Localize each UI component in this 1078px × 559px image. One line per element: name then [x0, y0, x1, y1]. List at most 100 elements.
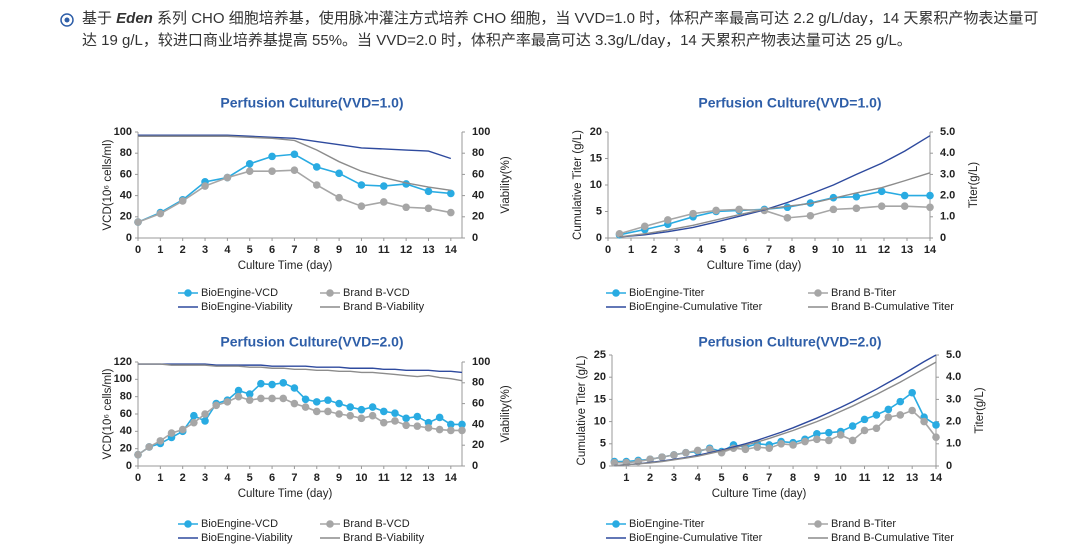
data-point [245, 167, 254, 176]
x-tick-label: 10 [355, 244, 367, 256]
legend-label: BioEngine-Titer [629, 518, 705, 530]
chart-title: Perfusion Culture(VVD=1.0) [220, 95, 403, 111]
y-tick-label: 0 [600, 460, 606, 472]
data-point [689, 209, 697, 218]
data-point [335, 193, 343, 202]
y2-tick-label: 20 [472, 439, 484, 451]
data-point [257, 379, 265, 388]
data-point [290, 399, 299, 408]
legend-label: Brand B-Titer [831, 287, 896, 299]
y2-tick-label: 2.0 [946, 416, 961, 428]
data-point [268, 167, 276, 176]
x-tick-label: 14 [924, 244, 937, 256]
y2-tick-label: 0 [472, 232, 478, 244]
x-tick-label: 8 [790, 472, 796, 484]
data-point [379, 418, 388, 427]
x-tick-label: 3 [671, 472, 677, 484]
data-point [884, 413, 893, 421]
x-tick-label: 12 [878, 244, 890, 256]
x-tick-label: 13 [422, 244, 434, 256]
series-line [138, 363, 463, 374]
data-point [896, 397, 905, 406]
y-tick-label: 0 [596, 232, 602, 244]
data-point [379, 198, 388, 206]
data-point [368, 403, 377, 411]
data-point [279, 394, 288, 403]
y-axis-label: VCD(10⁶ cells/ml) [102, 368, 114, 459]
data-point [877, 202, 886, 210]
y2-tick-label: 0 [472, 460, 478, 472]
data-point [926, 191, 934, 200]
legend-label: Brand B-VCD [343, 287, 410, 299]
data-point [223, 173, 232, 182]
data-point [765, 444, 774, 453]
data-point [848, 422, 857, 430]
x-tick-label: 1 [157, 244, 163, 256]
series-line [138, 134, 452, 160]
y-tick-label: 40 [120, 190, 132, 202]
x-tick-label: 0 [135, 244, 141, 256]
legend-label: BioEngine-VCD [201, 518, 278, 530]
y-tick-label: 120 [114, 356, 132, 368]
series-line [619, 172, 931, 238]
legend-marker [326, 289, 334, 297]
data-point [458, 426, 466, 435]
data-point [268, 380, 276, 389]
x-tick-label: 9 [812, 244, 818, 256]
data-point [357, 405, 366, 414]
x-axis-label: Culture Time (day) [238, 488, 333, 500]
data-point [860, 426, 869, 435]
data-point [201, 410, 209, 418]
data-point [391, 417, 399, 425]
data-point [615, 229, 624, 238]
x-tick-label: 8 [314, 472, 320, 484]
x-tick-label: 12 [882, 472, 894, 484]
chart-title: Perfusion Culture(VVD=2.0) [698, 334, 881, 350]
x-tick-label: 4 [697, 244, 704, 256]
data-point [402, 414, 410, 423]
x-tick-label: 9 [814, 472, 820, 484]
data-point [712, 206, 720, 215]
x-tick-label: 11 [859, 472, 871, 484]
data-point [324, 396, 332, 404]
y-tick-label: 100 [114, 126, 132, 138]
data-point [877, 187, 886, 196]
y-tick-label: 60 [120, 168, 132, 180]
data-point [435, 413, 444, 422]
y2-tick-label: 100 [472, 356, 490, 368]
data-point [813, 430, 821, 438]
y-tick-label: 0 [126, 232, 132, 244]
data-point [145, 443, 153, 451]
data-point [413, 422, 422, 430]
x-tick-label: 6 [269, 472, 275, 484]
y2-tick-label: 80 [472, 147, 484, 159]
y-tick-label: 60 [120, 408, 132, 420]
legend-label: BioEngine-VCD [201, 287, 278, 299]
x-tick-label: 5 [719, 472, 725, 484]
data-point [753, 443, 762, 451]
legend-marker [814, 289, 822, 297]
data-point [346, 411, 355, 420]
legend-label: Brand B-Titer [831, 518, 896, 530]
y2-tick-label: 5.0 [946, 349, 961, 361]
y2-axis-label: Viability(%) [500, 156, 512, 213]
data-point [932, 433, 940, 441]
x-tick-label: 7 [766, 472, 772, 484]
legend-label: BioEngine-Cumulative Titer [629, 301, 763, 313]
y2-tick-label: 3.0 [946, 393, 961, 405]
x-tick-label: 3 [202, 472, 208, 484]
legend-marker [814, 520, 822, 528]
x-tick-label: 10 [835, 472, 847, 484]
data-point [290, 384, 299, 392]
x-tick-label: 7 [291, 472, 297, 484]
data-point [424, 187, 433, 196]
data-point [212, 401, 221, 410]
data-point [664, 216, 672, 224]
data-point [223, 398, 232, 406]
data-point [813, 435, 821, 444]
data-point [435, 425, 444, 434]
data-point [735, 205, 743, 214]
x-tick-label: 4 [224, 244, 231, 256]
data-point [447, 189, 455, 198]
data-point [335, 410, 343, 418]
